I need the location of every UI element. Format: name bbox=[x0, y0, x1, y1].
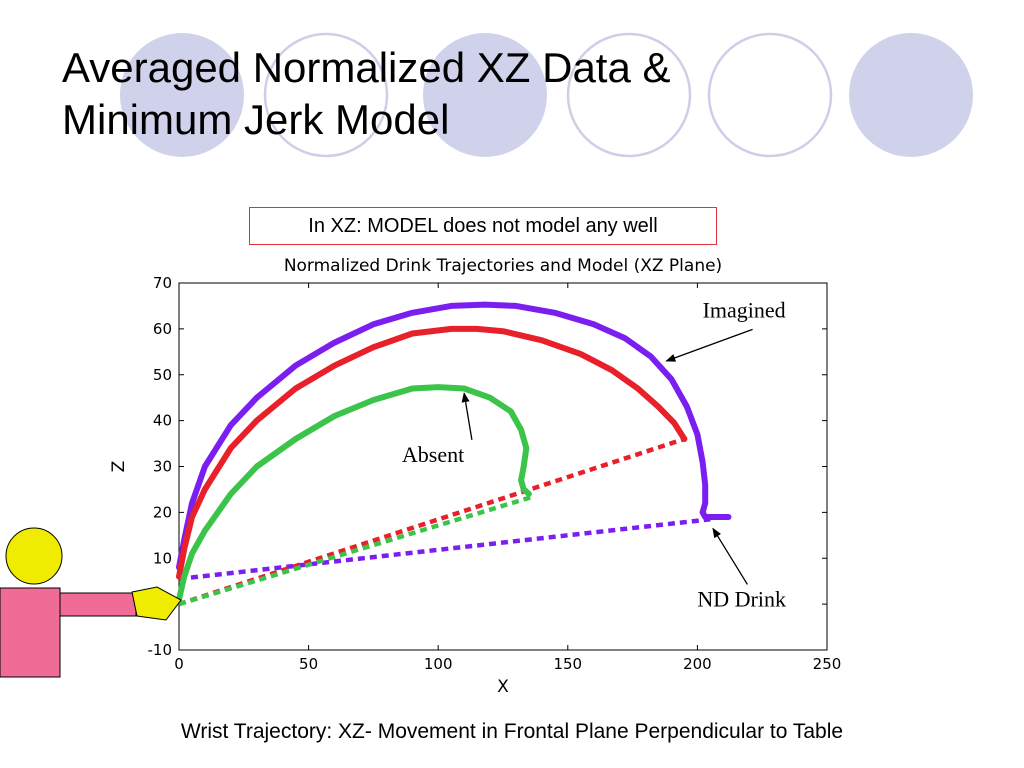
title-line-2: Minimum Jerk Model bbox=[62, 96, 450, 143]
model-note-box: In XZ: MODEL does not model any well bbox=[249, 207, 717, 245]
x-tick-label: 200 bbox=[683, 655, 712, 673]
y-tick-label: 30 bbox=[153, 458, 172, 476]
x-tick-label: 150 bbox=[553, 655, 582, 673]
y-tick-label: 40 bbox=[153, 412, 172, 430]
decor-filled-circle bbox=[423, 33, 547, 157]
slide-title: Averaged Normalized XZ Data & Minimum Je… bbox=[62, 42, 671, 146]
decor-ring-circle bbox=[566, 32, 692, 158]
plot-frame bbox=[178, 282, 828, 651]
x-tick-label: 100 bbox=[424, 655, 453, 673]
decorative-circles bbox=[120, 32, 973, 158]
decor-ring-circle bbox=[263, 32, 389, 158]
decor-filled-circle bbox=[849, 33, 973, 157]
title-line-1: Averaged Normalized XZ Data & bbox=[62, 44, 671, 91]
model-dashed-line bbox=[178, 517, 711, 582]
slide-caption: Wrist Trajectory: XZ- Movement in Fronta… bbox=[180, 720, 844, 743]
figure-arm bbox=[59, 592, 137, 617]
annotation-arrow bbox=[712, 527, 748, 585]
trajectory-line bbox=[176, 301, 732, 571]
annotation-label: ND Drink bbox=[697, 586, 786, 611]
y-axis-label: Z bbox=[109, 461, 129, 473]
x-tick-label: 250 bbox=[813, 655, 842, 673]
trajectory-line bbox=[176, 384, 532, 603]
model-dashed-line bbox=[178, 494, 535, 607]
x-tick-label: 50 bbox=[299, 655, 318, 673]
y-tick-label: 70 bbox=[153, 274, 172, 292]
y-tick-label: -10 bbox=[148, 641, 173, 659]
decor-filled-circle bbox=[120, 33, 244, 157]
figure-hand bbox=[131, 586, 182, 621]
y-tick-label: 50 bbox=[153, 366, 172, 384]
x-axis-label: X bbox=[497, 677, 509, 697]
decor-ring-circle bbox=[707, 32, 833, 158]
figure-head bbox=[5, 527, 63, 585]
trajectory-line bbox=[176, 325, 688, 580]
y-tick-label: 20 bbox=[153, 503, 172, 521]
annotation-arrow bbox=[461, 392, 473, 441]
annotation-arrow bbox=[665, 328, 753, 362]
chart-title: Normalized Drink Trajectories and Model … bbox=[284, 256, 722, 276]
annotation-label: Absent bbox=[402, 442, 464, 467]
y-tick-label: 10 bbox=[153, 549, 172, 567]
figure-body bbox=[0, 587, 61, 678]
x-tick-label: 0 bbox=[174, 655, 184, 673]
y-tick-label: 60 bbox=[153, 320, 172, 338]
annotation-label: Imagined bbox=[703, 297, 786, 322]
